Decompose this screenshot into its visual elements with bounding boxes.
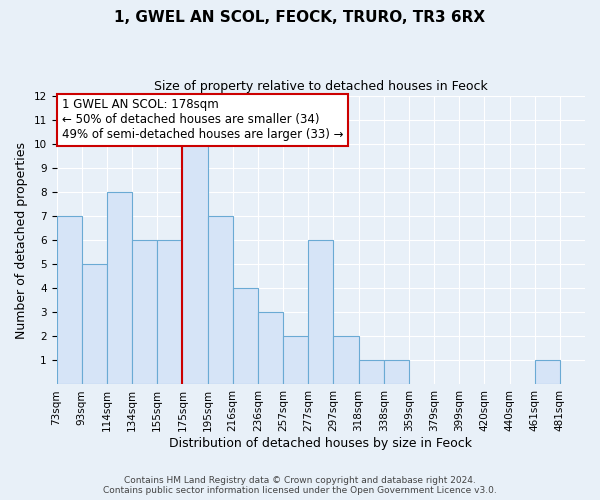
X-axis label: Distribution of detached houses by size in Feock: Distribution of detached houses by size …	[169, 437, 472, 450]
Title: Size of property relative to detached houses in Feock: Size of property relative to detached ho…	[154, 80, 488, 93]
Text: 1, GWEL AN SCOL, FEOCK, TRURO, TR3 6RX: 1, GWEL AN SCOL, FEOCK, TRURO, TR3 6RX	[115, 10, 485, 25]
Text: Contains HM Land Registry data © Crown copyright and database right 2024.
Contai: Contains HM Land Registry data © Crown c…	[103, 476, 497, 495]
Bar	[535, 360, 560, 384]
Bar	[107, 192, 132, 384]
Bar	[233, 288, 258, 384]
Bar	[308, 240, 334, 384]
Bar	[157, 240, 182, 384]
Bar	[258, 312, 283, 384]
Bar	[283, 336, 308, 384]
Bar	[182, 144, 208, 384]
Y-axis label: Number of detached properties: Number of detached properties	[15, 142, 28, 338]
Bar	[82, 264, 107, 384]
Bar	[56, 216, 82, 384]
Bar	[359, 360, 383, 384]
Bar	[208, 216, 233, 384]
Text: 1 GWEL AN SCOL: 178sqm
← 50% of detached houses are smaller (34)
49% of semi-det: 1 GWEL AN SCOL: 178sqm ← 50% of detached…	[62, 98, 343, 142]
Bar	[383, 360, 409, 384]
Bar	[132, 240, 157, 384]
Bar	[334, 336, 359, 384]
